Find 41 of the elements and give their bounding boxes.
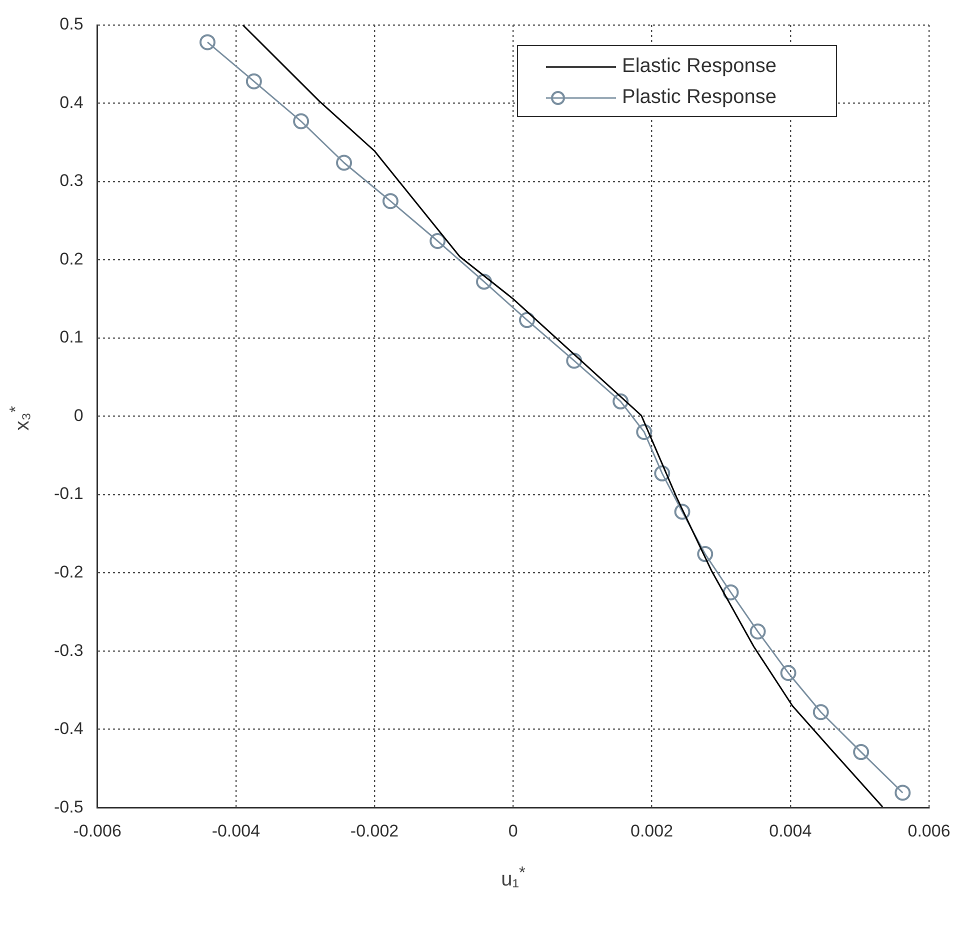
point <box>853 744 870 760</box>
point <box>476 274 492 290</box>
y-tick-label: -0.1 <box>54 484 84 504</box>
legend-label: Plastic Response <box>622 86 777 109</box>
point <box>336 154 352 171</box>
y-tick-label: 0.4 <box>60 92 84 112</box>
point <box>750 624 766 640</box>
y-tick-label: -0.4 <box>54 719 84 738</box>
point <box>722 584 739 600</box>
point <box>382 193 398 210</box>
x-tick-label: -0.006 <box>73 821 122 840</box>
y-tick-label: 0.2 <box>60 249 84 268</box>
point <box>674 504 690 520</box>
x-tick-label: 0.004 <box>769 821 812 840</box>
point <box>199 34 216 50</box>
y-tick-label: 0.3 <box>60 171 84 190</box>
point <box>780 664 796 681</box>
x-tick-label: 0 <box>508 821 518 840</box>
x-tick-label: 0.002 <box>630 821 674 840</box>
point <box>430 233 446 249</box>
legend-label: Elastic Response <box>622 55 777 78</box>
x-axis-title: u₁$^{*}$ <box>501 862 526 892</box>
point <box>894 784 911 801</box>
y-tick-label: 0 <box>74 406 84 425</box>
x-tick-label: -0.004 <box>212 821 260 840</box>
x-tick-label: 0.006 <box>908 821 950 840</box>
point <box>293 113 310 130</box>
point <box>246 73 262 90</box>
point <box>697 546 714 562</box>
point <box>654 465 670 482</box>
y-tick-label: -0.3 <box>54 640 84 660</box>
y-tick-label: -0.2 <box>54 562 84 582</box>
y-tick-label: 0.1 <box>60 328 84 347</box>
x-tick-label: -0.002 <box>350 821 399 840</box>
point <box>612 393 629 410</box>
y-tick-label: 0.5 <box>60 14 84 34</box>
y-tick-label: -0.5 <box>54 797 84 816</box>
point <box>566 352 582 369</box>
point <box>812 704 829 720</box>
point <box>636 424 652 440</box>
point <box>519 312 536 328</box>
